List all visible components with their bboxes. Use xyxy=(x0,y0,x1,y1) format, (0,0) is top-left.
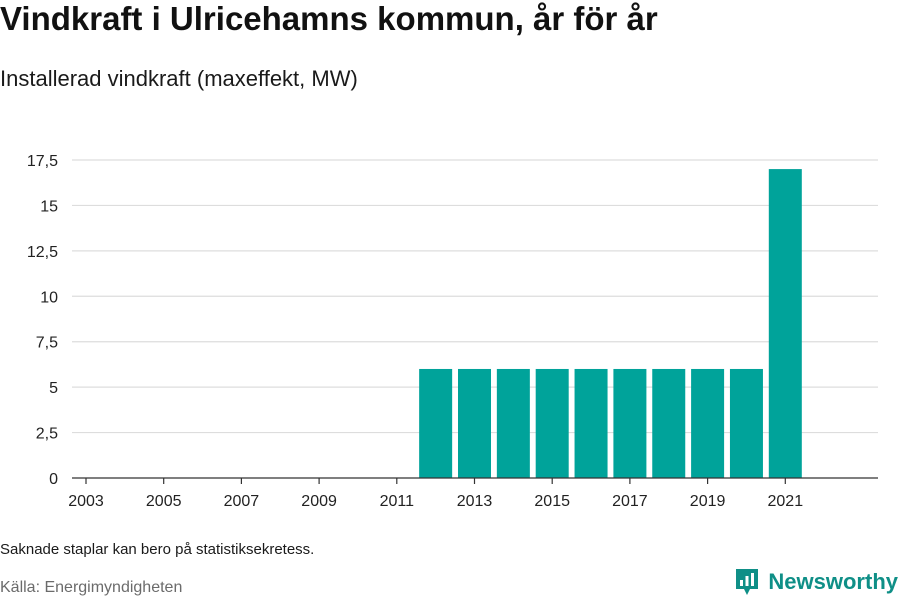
footnote: Saknade staplar kan bero på statistiksek… xyxy=(0,541,315,558)
bar-2020 xyxy=(729,368,763,478)
x-tick-label: 2019 xyxy=(690,493,726,510)
axes: 0 2,5 5 7,5 10 12,5 15 17,5 2003 2005 2007 2009 2011… xyxy=(27,153,878,510)
bar-2015 xyxy=(535,368,569,478)
chart-title: Vindkraft i Ulricehamns kommun, år för å… xyxy=(0,0,658,37)
bar-2018 xyxy=(652,368,686,478)
y-tick-label: 15 xyxy=(40,198,58,215)
x-tick-label: 2017 xyxy=(612,493,648,510)
x-tick-label: 2011 xyxy=(380,493,415,510)
bar-2019 xyxy=(691,368,725,478)
y-tick-label: 12,5 xyxy=(27,244,58,261)
bar-chart: 0 2,5 5 7,5 10 12,5 15 17,5 2003 2005 2007 2009 2011… xyxy=(27,153,878,510)
bar-2021 xyxy=(768,169,802,479)
brand-logo: Newsworthy xyxy=(734,567,898,597)
bar-2012 xyxy=(419,368,453,478)
y-tick-label: 0 xyxy=(49,471,58,488)
bars xyxy=(419,169,802,479)
x-tick-label: 2021 xyxy=(768,493,804,510)
x-tick-label: 2013 xyxy=(457,493,493,510)
x-tick-label: 2009 xyxy=(301,493,337,510)
y-tick-label: 7,5 xyxy=(36,335,58,352)
bar-chart-logo-icon xyxy=(736,569,759,595)
y-tick-label: 5 xyxy=(49,380,58,397)
grid-lines xyxy=(72,159,878,434)
bar-2016 xyxy=(574,368,608,478)
bar-2013 xyxy=(458,368,491,478)
x-tick-label: 2007 xyxy=(224,493,260,510)
y-tick-label: 2,5 xyxy=(36,426,58,443)
x-tick-label: 2005 xyxy=(146,493,182,510)
y-tick-label: 17,5 xyxy=(27,153,58,170)
brand-name: Newsworthy xyxy=(768,569,898,594)
x-tick-label: 2003 xyxy=(68,493,104,510)
x-tick-label: 2015 xyxy=(534,493,570,510)
chart-subtitle: Installerad vindkraft (maxeffekt, MW) xyxy=(0,66,358,91)
y-tick-label: 10 xyxy=(40,289,58,306)
bar-2014 xyxy=(496,368,530,478)
bar-2017 xyxy=(613,368,647,478)
source-credit: Källa: Energimyndigheten xyxy=(0,579,183,596)
